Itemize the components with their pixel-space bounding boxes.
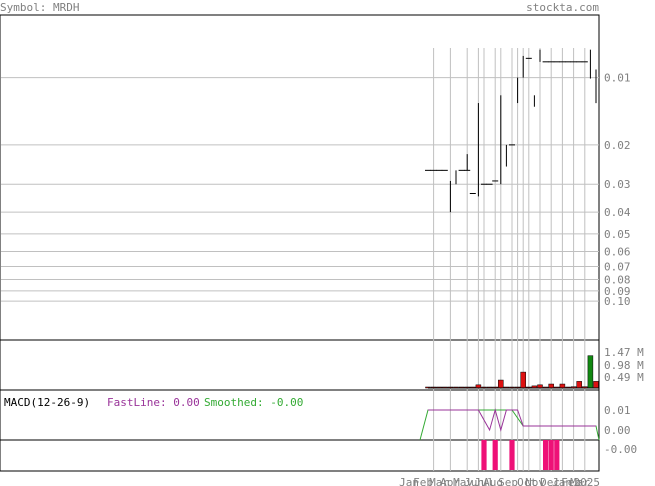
volume-bar <box>498 379 504 389</box>
macd-histogram-bar <box>554 440 560 470</box>
price-axis: 0.100.090.080.070.06 0.05 0.04 0.03 0.02 0.01 <box>604 72 631 309</box>
site-label: stockta.com <box>526 1 599 14</box>
macd-tick-label: -0.00 <box>604 443 637 456</box>
price-tick-label: 0.07 <box>604 260 631 273</box>
volume-bar <box>559 383 566 389</box>
macd-tick-label: 0.00 <box>604 424 631 437</box>
x-tick-label: Jun <box>464 476 484 486</box>
macd-smoothed-line <box>419 409 600 441</box>
price-tick-label: 0.02 <box>604 139 631 152</box>
price-tick-label: 0.06 <box>604 246 631 259</box>
price-tick-label: 0.10 <box>604 295 631 308</box>
x-tick-label: Jul <box>474 476 494 486</box>
macd-histogram-bar <box>543 440 549 470</box>
macd-lines <box>419 408 600 441</box>
x-tick-label: Oct <box>517 476 537 486</box>
macd-smoothed-label: Smoothed: -0.00 <box>204 396 303 409</box>
volume-panel <box>0 339 600 391</box>
price-grid <box>1 77 599 302</box>
macd-axis: 0.01 0.00 -0.00 <box>604 404 637 456</box>
symbol-label: Symbol: MRDH <box>0 1 79 14</box>
volume-bar <box>587 355 594 389</box>
macd-histogram-bar <box>492 440 498 470</box>
vertical-grid <box>433 48 586 471</box>
candle <box>464 154 471 171</box>
volume-tick-label: 1.47 M <box>604 346 644 359</box>
macd-histogram-bar <box>548 440 554 470</box>
x-tick-label: Feb <box>413 476 433 486</box>
x-tick-label: May <box>453 476 473 486</box>
volume-bars <box>425 355 599 389</box>
volume-bar <box>548 383 554 389</box>
candles <box>425 49 597 213</box>
volume-tick-label: 0.49 M <box>604 371 644 384</box>
price-tick-label: 0.05 <box>604 228 631 241</box>
price-tick-label: 0.09 <box>604 285 631 298</box>
macd-fastline-line <box>428 408 596 432</box>
volume-bar <box>593 381 599 389</box>
price-tick-label: 0.03 <box>604 178 631 191</box>
macd-tick-label: 0.01 <box>604 404 631 417</box>
x-tick-label: Mar <box>429 476 449 486</box>
macd-histogram-bar <box>509 440 515 470</box>
x-tick-label: Jan <box>552 476 572 486</box>
x-tick-label: Feb <box>561 476 581 486</box>
macd-histogram-bar <box>481 440 487 470</box>
volume-axis: 1.47 M0.98 M0.49 M <box>604 346 644 384</box>
x-tick-label: Nov <box>525 476 545 486</box>
price-tick-label: 0.01 <box>604 72 631 85</box>
x-tick-label: Aug <box>483 476 503 486</box>
volume-bar <box>576 381 582 389</box>
x-tick-label: Dec <box>540 476 560 486</box>
x-tick-label: Apr <box>440 476 460 486</box>
x-tick-label: 2025 <box>574 476 601 486</box>
volume-tick-label: 0.98 M <box>604 359 644 372</box>
x-tick-label: Mar <box>570 476 590 486</box>
price-tick-label: 0.08 <box>604 273 631 286</box>
macd-title: MACD(12-26-9) <box>4 396 90 409</box>
macd-histogram <box>481 440 560 470</box>
macd-fastline-label: FastLine: 0.00 <box>107 396 200 409</box>
volume-bar <box>520 371 526 389</box>
bottom-panel <box>0 439 600 472</box>
x-tick-label: Sep <box>498 476 518 486</box>
price-tick-label: 0.04 <box>604 206 631 219</box>
x-tick-label: Jan <box>399 476 419 486</box>
